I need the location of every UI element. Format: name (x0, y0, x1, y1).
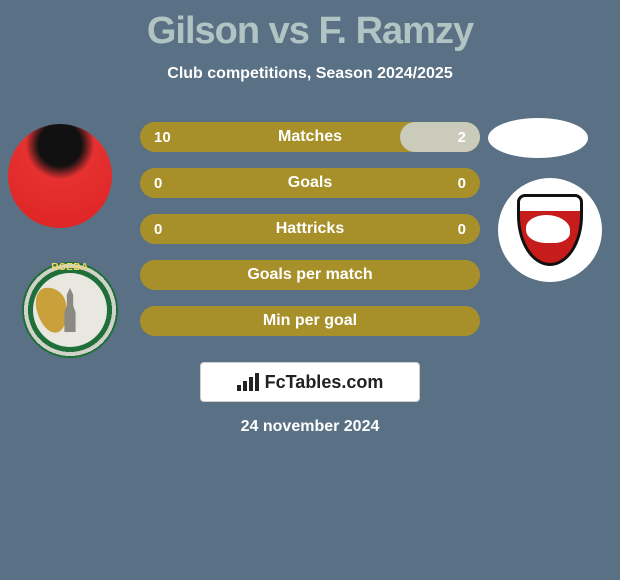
stat-value-left: 0 (154, 175, 162, 192)
shield-icon (517, 194, 583, 266)
stat-row-matches: 10 Matches 2 (140, 122, 480, 152)
stat-label: Goals (288, 174, 332, 192)
club-badge-inner (33, 273, 107, 347)
page-title: Gilson vs F. Ramzy (0, 0, 620, 53)
page-subtitle: Club competitions, Season 2024/2025 (0, 65, 620, 83)
stat-label: Hattricks (276, 220, 344, 238)
stat-value-right: 0 (458, 175, 466, 192)
stat-value-left: 10 (154, 129, 171, 146)
stat-row-min-per-goal: Min per goal (140, 306, 480, 336)
stat-row-goals-per-match: Goals per match (140, 260, 480, 290)
brand-link[interactable]: FcTables.com (200, 362, 420, 402)
brand-text: FcTables.com (265, 372, 384, 393)
stat-value-right: 2 (458, 129, 466, 146)
stat-label: Matches (278, 128, 342, 146)
club-ring-text: RSEBA (18, 262, 122, 273)
footer-date: 24 november 2024 (0, 418, 620, 436)
stat-value-left: 0 (154, 221, 162, 238)
stat-row-hattricks: 0 Hattricks 0 (140, 214, 480, 244)
player-left-avatar (8, 124, 112, 228)
player-right-club-badge (498, 178, 602, 282)
stat-label: Min per goal (263, 312, 357, 330)
stats-container: 10 Matches 2 0 Goals 0 0 Hattricks 0 Goa… (140, 122, 480, 352)
player-right-avatar (488, 118, 588, 158)
stat-value-right: 0 (458, 221, 466, 238)
stat-label: Goals per match (247, 266, 372, 284)
bar-chart-icon (237, 373, 259, 391)
player-left-club-badge: RSEBA (18, 258, 122, 362)
stat-row-goals: 0 Goals 0 (140, 168, 480, 198)
